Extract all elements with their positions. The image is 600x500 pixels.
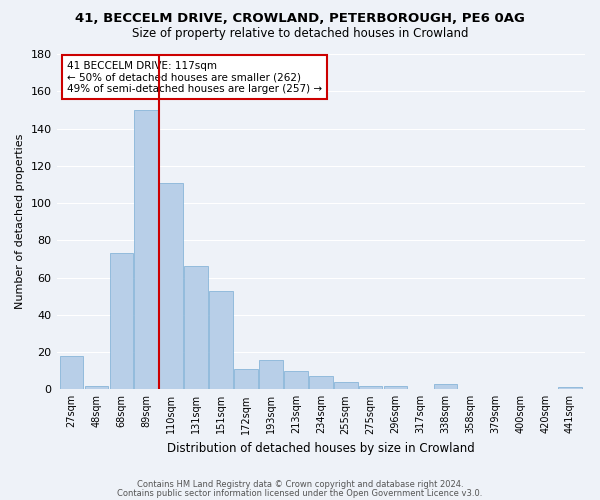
Bar (309, 376, 332, 390)
Bar (160, 182, 183, 390)
Text: Contains public sector information licensed under the Open Government Licence v3: Contains public sector information licen… (118, 488, 482, 498)
Bar (234, 369, 258, 390)
Bar (334, 382, 358, 390)
Bar (359, 386, 382, 390)
Bar (209, 290, 233, 390)
Text: 41, BECCELM DRIVE, CROWLAND, PETERBOROUGH, PE6 0AG: 41, BECCELM DRIVE, CROWLAND, PETERBOROUG… (75, 12, 525, 26)
X-axis label: Distribution of detached houses by size in Crowland: Distribution of detached houses by size … (167, 442, 475, 455)
Y-axis label: Number of detached properties: Number of detached properties (15, 134, 25, 310)
Bar (284, 370, 308, 390)
Bar (384, 386, 407, 390)
Text: Contains HM Land Registry data © Crown copyright and database right 2024.: Contains HM Land Registry data © Crown c… (137, 480, 463, 489)
Bar (110, 254, 133, 390)
Bar (434, 384, 457, 390)
Bar (558, 388, 582, 390)
Bar (59, 356, 83, 390)
Text: Size of property relative to detached houses in Crowland: Size of property relative to detached ho… (132, 28, 468, 40)
Bar (134, 110, 158, 390)
Text: 41 BECCELM DRIVE: 117sqm
← 50% of detached houses are smaller (262)
49% of semi-: 41 BECCELM DRIVE: 117sqm ← 50% of detach… (67, 60, 322, 94)
Bar (85, 386, 108, 390)
Bar (184, 266, 208, 390)
Bar (259, 360, 283, 390)
